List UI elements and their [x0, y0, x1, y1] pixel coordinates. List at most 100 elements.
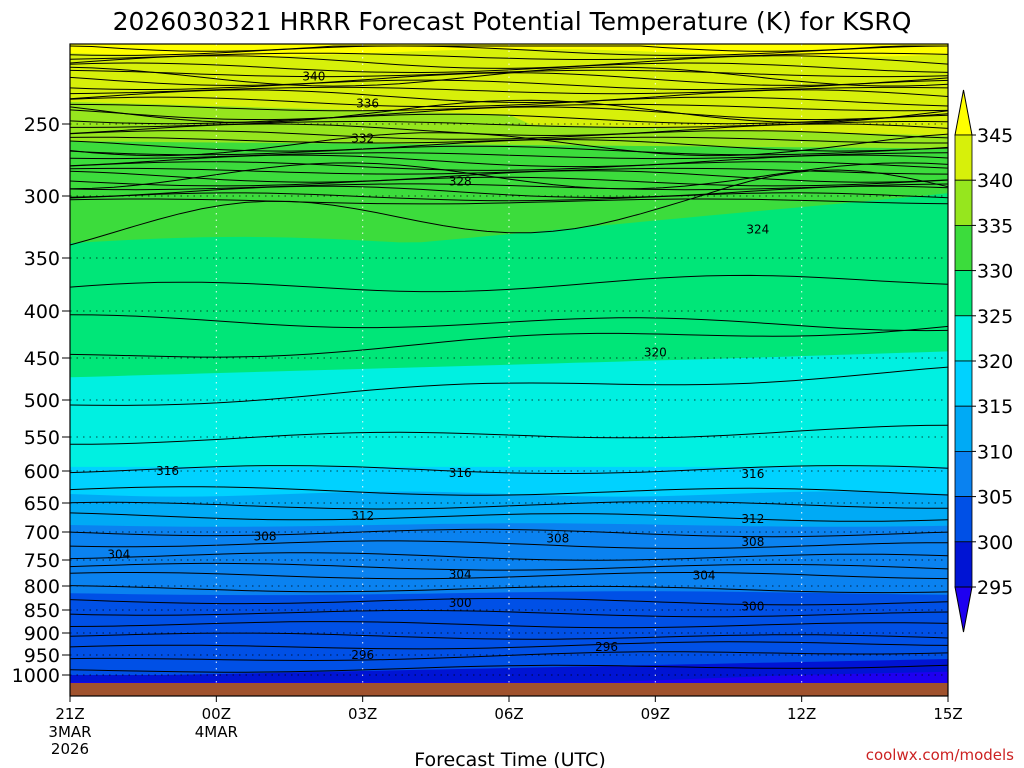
x-tick-label-21Z: 21Z — [55, 705, 84, 723]
y-tick-label-350: 350 — [24, 248, 60, 270]
y-tick-label-250: 250 — [24, 114, 60, 136]
y-tick-label-650: 650 — [24, 493, 60, 515]
contour-line — [69, 55, 949, 69]
colorbar-label-330: 330 — [977, 261, 1013, 283]
contour-line — [69, 486, 949, 496]
colorbar-swatch — [954, 405, 973, 452]
x-tick-label-00Z: 00Z — [202, 705, 231, 723]
watermark: coolwx.com/models — [866, 746, 1014, 764]
contour-line — [69, 274, 949, 293]
contour-line — [69, 183, 949, 191]
contour-label-296: 296 — [351, 648, 374, 662]
contour-label-312: 312 — [741, 512, 764, 526]
contour-label-text: 336 — [356, 96, 379, 110]
contour-label-text: 300 — [741, 600, 764, 614]
contour-line — [69, 621, 949, 629]
contour-label-text: 332 — [351, 131, 374, 145]
x-tick-label-03Z: 03Z — [348, 705, 377, 723]
x-tick-label-15Z: 15Z — [933, 705, 962, 723]
contour-label-316: 316 — [449, 466, 472, 480]
contour-line — [69, 540, 948, 550]
contour-line — [69, 325, 949, 358]
y-tick-label-750: 750 — [24, 550, 60, 572]
contour-line — [69, 500, 948, 510]
x-tick-sublabel: 4MAR — [195, 723, 238, 741]
colorbar-swatch — [954, 224, 973, 271]
x-tick-label-12Z: 12Z — [787, 705, 816, 723]
colorbar-label-345: 345 — [977, 125, 1013, 147]
colorbar-swatch — [954, 360, 973, 407]
colorbar-swatch — [954, 179, 973, 226]
contour-label-text: 296 — [351, 648, 374, 662]
x-tick-label-06Z: 06Z — [494, 705, 523, 723]
contour-line — [69, 664, 949, 673]
y-tick-label-1000: 1000 — [12, 665, 60, 687]
contour-label-text: 320 — [644, 345, 667, 359]
contour-label-300: 300 — [741, 600, 764, 614]
colorbar-label-320: 320 — [977, 351, 1013, 373]
colorbar-swatch — [954, 315, 973, 362]
colorbar-swatch — [954, 496, 973, 543]
colorbar-label-305: 305 — [977, 487, 1013, 509]
contour-label-text: 296 — [595, 640, 618, 654]
contour-line — [69, 89, 949, 104]
contour-label-text: 312 — [741, 512, 764, 526]
contour-label-304: 304 — [107, 547, 130, 561]
contour-label-text: 308 — [254, 529, 277, 543]
contour-label-text: 316 — [741, 467, 764, 481]
colorbar: 295 300 305 310 315 320 325 330 335 340 345 — [954, 89, 1013, 633]
contour-label-332: 332 — [351, 131, 374, 145]
contour-label-340: 340 — [302, 70, 325, 84]
colorbar-label-315: 315 — [977, 396, 1013, 418]
contour-line — [69, 123, 949, 137]
y-tick-label-600: 600 — [24, 461, 60, 483]
contour-line — [69, 45, 949, 56]
contour-line — [69, 572, 949, 580]
contour-label-text: 308 — [546, 532, 569, 546]
y-tick-label-950: 950 — [24, 645, 60, 667]
contour-line — [69, 132, 949, 157]
contour-label-320: 320 — [644, 345, 667, 359]
contour-line — [69, 106, 949, 121]
contour-line — [69, 598, 949, 606]
contour-label-text: 312 — [351, 509, 374, 523]
contour-label-324: 324 — [746, 222, 769, 236]
contour-line — [69, 314, 949, 332]
contour-line — [69, 103, 949, 112]
colorbar-arrow-bottom — [954, 586, 973, 633]
y-tick-label-400: 400 — [24, 301, 60, 323]
contour-line — [69, 170, 949, 183]
colorbar-label-300: 300 — [977, 532, 1013, 554]
contour-label-328: 328 — [449, 175, 472, 189]
contour-line — [69, 632, 949, 640]
y-tick-label-300: 300 — [24, 186, 60, 208]
x-tick-label-09Z: 09Z — [641, 705, 670, 723]
contour-line — [69, 465, 949, 474]
contour-line — [69, 62, 949, 74]
contour-lines — [69, 45, 949, 673]
contour-line — [69, 512, 949, 522]
contour-line — [69, 366, 949, 406]
ground-terrain — [70, 683, 948, 696]
y-tick-label-500: 500 — [24, 390, 60, 412]
contour-line — [69, 528, 949, 538]
contour-labels: 340 336 332 328 324 320 316 316 316 312 312 308 308 3… — [107, 70, 769, 662]
contour-line — [69, 66, 949, 87]
contour-label-text: 304 — [693, 569, 716, 583]
y-axis: 2503003504004505005506006507007508008509… — [12, 114, 70, 687]
x-axis-title: Forecast Time (UTC) — [414, 749, 605, 768]
x-tick-sublabel: 3MAR — [48, 723, 91, 741]
colorbar-swatch — [954, 541, 973, 588]
colorbar-swatch — [954, 270, 973, 317]
contour-label-text: 328 — [449, 175, 472, 189]
grid-lines — [70, 44, 948, 683]
contour-line — [69, 52, 949, 60]
colorbar-label-310: 310 — [977, 441, 1013, 463]
colorbar-swatch — [954, 450, 973, 497]
y-tick-label-800: 800 — [24, 576, 60, 598]
y-tick-label-450: 450 — [24, 348, 60, 370]
contour-line — [69, 69, 949, 78]
contour-line — [69, 86, 949, 95]
contour-label-316: 316 — [741, 467, 764, 481]
